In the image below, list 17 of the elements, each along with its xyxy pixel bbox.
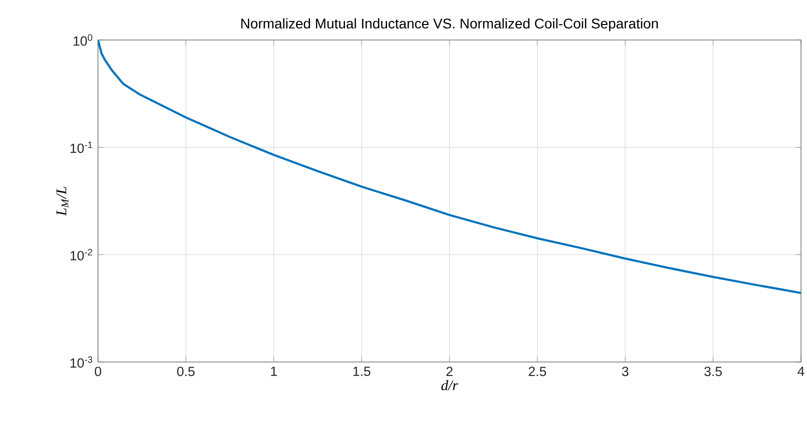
- x-tick-label: 4: [798, 366, 804, 376]
- x-axis-title: d/r: [441, 380, 458, 390]
- x-tick-label: 2.5: [528, 366, 546, 376]
- x-tick-label: 1: [271, 366, 277, 376]
- chart-title: Normalized Mutual Inductance VS. Normalized Coil-Coil Separation: [241, 18, 658, 32]
- x-tick-label: 3: [622, 366, 628, 376]
- y-tick-label: 10$^{-3}$: [70, 356, 92, 368]
- y-tick-label: 10$^{-1}$: [70, 142, 92, 154]
- x-tick-label: 0.5: [177, 366, 195, 376]
- y-tick-label: 10$^{-2}$: [70, 248, 92, 260]
- x-tick-label: 1.5: [353, 366, 370, 376]
- line-series: [98, 40, 801, 294]
- y-tick-label: 10$^{0}$: [74, 34, 92, 46]
- y-axis-title: L$_{M}$/L: [56, 186, 68, 216]
- x-tick-label: 0: [94, 366, 102, 376]
- x-tick-label: 2: [446, 366, 453, 376]
- x-tick-label: 3.5: [704, 366, 722, 376]
